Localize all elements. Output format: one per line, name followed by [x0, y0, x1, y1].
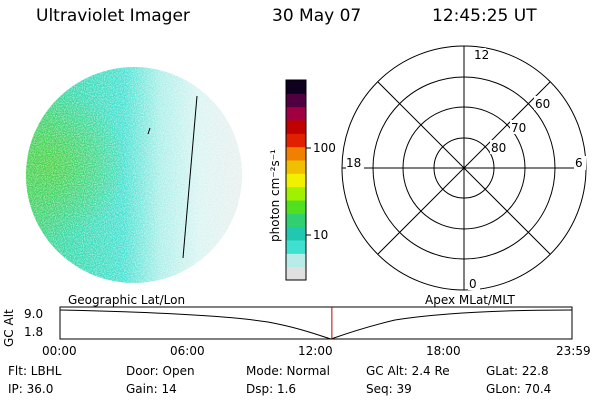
info-glat: GLat: 22.8	[486, 364, 549, 378]
terminator-line	[182, 95, 198, 259]
info-dsp: Dsp: 1.6	[246, 382, 297, 396]
colorbar-segment	[286, 266, 306, 281]
timeline-left-caption: Geographic Lat/Lon	[68, 293, 186, 307]
altitude-curve	[59, 309, 573, 340]
timeline-y-tick-top: 9.0	[24, 307, 44, 321]
info-filter: Flt: LBHL	[8, 364, 62, 378]
timeline-y-tick-bottom: 1.8	[24, 325, 44, 339]
instrument-title: Ultraviolet Imager	[36, 6, 190, 26]
mlt-label-12: 12	[474, 48, 490, 62]
colorbar-segment	[286, 226, 306, 241]
mlt-label-18: 18	[346, 156, 362, 170]
info-glon: GLon: 70.4	[486, 382, 552, 396]
timeline-x-tick-4: 23:59	[556, 344, 591, 358]
colorbar-segment	[286, 173, 306, 188]
lat-label-80: 80	[491, 141, 507, 155]
lat-label-60: 60	[535, 97, 551, 111]
info-mode: Mode: Normal	[246, 364, 330, 378]
info-door: Door: Open	[126, 364, 195, 378]
timeline-x-tick-3: 18:00	[426, 344, 461, 358]
colorbar-segment	[286, 253, 306, 268]
info-ip: IP: 36.0	[8, 382, 54, 396]
info-gc-alt: GC Alt: 2.4 Re	[366, 364, 450, 378]
colorbar-segment	[286, 146, 306, 161]
colorbar-segment	[286, 93, 306, 108]
mlt-label-6: 6	[575, 156, 583, 170]
observation-time: 12:45:25 UT	[432, 6, 537, 26]
lat-label-70: 70	[511, 121, 527, 135]
info-seq: Seq: 39	[366, 382, 412, 396]
observation-date: 30 May 07	[272, 6, 362, 26]
colorbar-segment	[286, 200, 306, 214]
colorbar-tick-100: 100	[313, 141, 336, 155]
colorbar-segment	[286, 213, 306, 228]
timeline-x-tick-0: 00:00	[42, 344, 77, 358]
timeline-right-caption: Apex MLat/MLT	[425, 293, 515, 307]
timeline-x-tick-1: 06:00	[170, 344, 205, 358]
mlt-label-0: 0	[469, 277, 477, 291]
colorbar-segment	[286, 240, 306, 254]
timeline-x-tick-2: 12:00	[298, 344, 333, 358]
colorbar-segment	[286, 106, 306, 121]
colorbar-segment	[286, 186, 306, 201]
colorbar-segment	[286, 120, 306, 134]
colorbar-tick-10: 10	[313, 228, 329, 242]
colorbar-segment	[286, 80, 306, 94]
colorbar-segment	[286, 160, 306, 174]
info-gain: Gain: 14	[126, 382, 177, 396]
colorbar-segment	[286, 133, 306, 148]
